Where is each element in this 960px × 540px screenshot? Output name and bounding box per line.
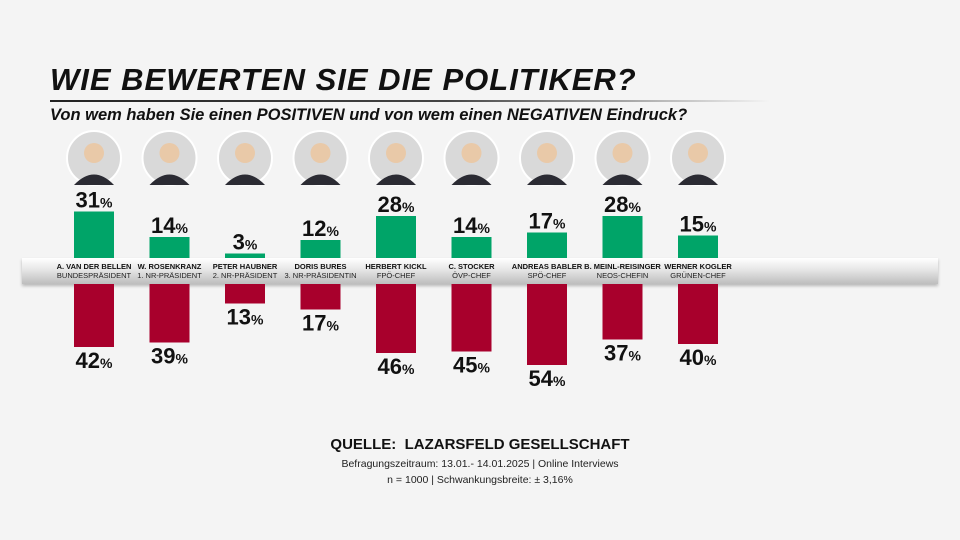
bar-positive-1 xyxy=(74,211,114,258)
politician-role-7: SPÖ-CHEF xyxy=(528,271,567,280)
page-title: WIE BEWERTEN SIE DIE POLITIKER? xyxy=(50,62,637,97)
bar-positive-2 xyxy=(149,237,190,258)
label-negative-1: 42% xyxy=(76,348,113,373)
politician-name-6: C. STOCKER xyxy=(448,262,495,271)
source-name: LAZARSFELD GESELLSCHAFT xyxy=(404,436,630,453)
bar-negative-8 xyxy=(602,284,643,340)
politician-role-2: 1. NR-PRÄSIDENT xyxy=(137,271,202,280)
politician-role-6: ÖVP-CHEF xyxy=(452,271,491,280)
politician-name-7: ANDREAS BABLER xyxy=(512,262,583,271)
bar-negative-7 xyxy=(527,284,567,365)
portrait-9 xyxy=(670,130,726,186)
politician-role-1: BUNDESPRÄSIDENT xyxy=(57,271,132,280)
politician-name-9: WERNER KOGLER xyxy=(664,262,732,271)
label-negative-3: 13% xyxy=(227,305,264,330)
politician-name-3: PETER HAUBNER xyxy=(213,262,278,271)
bar-negative-6 xyxy=(451,284,492,352)
name-band xyxy=(22,258,938,284)
politician-role-9: GRÜNEN-CHEF xyxy=(670,271,726,280)
bar-positive-6 xyxy=(451,237,492,258)
politician-name-8: B. MEINL-REISINGER xyxy=(584,262,661,271)
politician-role-8: NEOS-CHEFIN xyxy=(597,271,649,280)
bar-positive-8 xyxy=(602,216,643,258)
bar-negative-5 xyxy=(376,284,416,353)
label-positive-1: 31% xyxy=(76,188,113,213)
bar-negative-1 xyxy=(74,284,114,347)
bar-positive-7 xyxy=(527,232,567,258)
politician-role-4: 3. NR-PRÄSIDENTIN xyxy=(284,271,356,280)
sample-info: n = 1000 | Schwankungsbreite: ± 3,16% xyxy=(387,474,573,486)
politician-name-2: W. ROSENKRANZ xyxy=(138,262,202,271)
politician-role-3: 2. NR-PRÄSIDENT xyxy=(213,271,278,280)
title-divider xyxy=(50,100,770,102)
label-negative-2: 39% xyxy=(151,344,188,369)
bar-negative-3 xyxy=(225,284,265,304)
politician-role-5: FPÖ-CHEF xyxy=(377,271,416,280)
bar-positive-9 xyxy=(678,235,718,258)
label-positive-7: 17% xyxy=(529,209,566,234)
label-positive-5: 28% xyxy=(378,192,415,217)
label-positive-2: 14% xyxy=(151,213,188,238)
label-negative-5: 46% xyxy=(378,354,415,379)
bar-negative-2 xyxy=(149,284,190,343)
page-subtitle: Von wem haben Sie einen POSITIVEN und vo… xyxy=(50,106,688,124)
politician-name-1: A. VAN DER BELLEN xyxy=(57,262,132,271)
portrait-3 xyxy=(217,130,273,186)
politician-name-4: DORIS BURES xyxy=(294,262,346,271)
label-negative-6: 45% xyxy=(453,353,490,378)
label-positive-9: 15% xyxy=(680,212,717,237)
label-positive-6: 14% xyxy=(453,213,490,238)
portrait-1 xyxy=(66,130,122,186)
portrait-8 xyxy=(594,130,651,186)
label-negative-7: 54% xyxy=(529,366,566,391)
label-negative-9: 40% xyxy=(680,345,717,370)
label-positive-4: 12% xyxy=(302,216,339,241)
portrait-5 xyxy=(368,130,424,186)
bar-positive-5 xyxy=(376,216,416,258)
politician-name-5: HERBERT KICKL xyxy=(365,262,427,271)
portrait-4 xyxy=(292,130,349,186)
bar-positive-4 xyxy=(300,240,341,258)
source-label: QUELLE: xyxy=(330,436,397,453)
label-positive-3: 3% xyxy=(233,230,258,255)
source-line: QUELLE: LAZARSFELD GESELLSCHAFT xyxy=(0,436,960,453)
bar-positive-3 xyxy=(225,253,265,258)
label-negative-8: 37% xyxy=(604,341,641,366)
bar-negative-4 xyxy=(300,284,341,310)
portrait-7 xyxy=(519,130,575,186)
portrait-6 xyxy=(443,130,500,186)
portrait-2 xyxy=(141,130,198,186)
label-negative-4: 17% xyxy=(302,311,339,336)
survey-period: Befragungszeitraum: 13.01.- 14.01.2025 |… xyxy=(341,458,619,470)
bar-negative-9 xyxy=(678,284,718,344)
label-positive-8: 28% xyxy=(604,192,641,217)
